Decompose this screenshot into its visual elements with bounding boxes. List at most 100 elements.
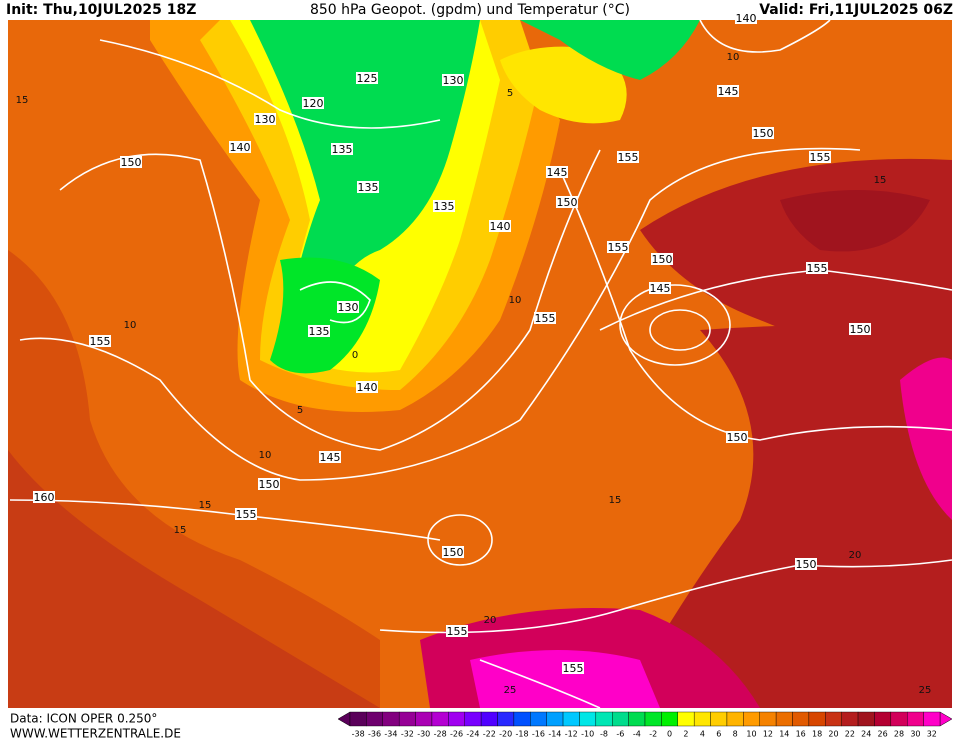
label-box <box>357 181 379 193</box>
geopotential-label: 150 <box>727 431 748 444</box>
isotherm-label: 20 <box>484 615 497 626</box>
map-title: 850 hPa Geopot. (gpdm) und Temperatur (°… <box>310 2 630 18</box>
label-box <box>809 151 831 163</box>
label-box <box>726 431 748 443</box>
label-box <box>302 97 324 109</box>
label-box <box>717 85 739 97</box>
colorbar-tick-label: -30 <box>417 730 430 739</box>
isotherm-label: 25 <box>919 685 932 696</box>
colorbar-swatch <box>792 711 810 727</box>
geopotential-label: 160 <box>34 491 55 504</box>
colorbar-tick-label: -12 <box>565 730 578 739</box>
colorbar-tick-label: -6 <box>616 730 624 739</box>
geopotential-label: 150 <box>796 558 817 571</box>
geopotential-label: 150 <box>121 156 142 169</box>
label-box <box>89 335 111 347</box>
colorbar-swatch <box>546 711 564 727</box>
colorbar-swatch <box>464 711 482 727</box>
colorbar-tick-label: 26 <box>878 730 888 739</box>
colorbar-swatch <box>841 711 859 727</box>
label-box <box>258 478 280 490</box>
label-box <box>562 662 584 674</box>
label-box <box>356 72 378 84</box>
geopotential-label: 135 <box>332 143 353 156</box>
label-box <box>546 166 568 178</box>
colorbar-swatch <box>726 711 744 727</box>
isotherm-label: 15 <box>174 525 187 536</box>
geopotential-label: 145 <box>718 85 739 98</box>
colorbar-tick-label: 12 <box>763 730 773 739</box>
colorbar-swatch <box>661 711 678 727</box>
geopotential-label: 140 <box>490 220 511 233</box>
colorbar-tick-label: -4 <box>633 730 641 739</box>
colorbar-swatch <box>415 711 433 727</box>
colorbar-arrow-high <box>939 711 953 727</box>
geopotential-label: 155 <box>807 262 828 275</box>
colorbar-tick-label: -26 <box>450 730 463 739</box>
geopotential-label: 150 <box>850 323 871 336</box>
colorbar-tick-label: -32 <box>401 730 414 739</box>
label-box <box>433 200 455 212</box>
geopotential-label: 150 <box>443 546 464 559</box>
colorbar-tick-label: 2 <box>683 730 688 739</box>
colorbar-swatch <box>775 711 793 727</box>
isotherm-label: 15 <box>609 495 622 506</box>
colorbar-swatch <box>579 711 597 727</box>
geopotential-label: 155 <box>810 151 831 164</box>
valid-time: Valid: Fri,11JUL2025 06Z <box>759 2 953 18</box>
map-field <box>8 19 953 709</box>
label-box <box>229 141 251 153</box>
isotherm-label: 10 <box>124 320 137 331</box>
colorbar-tick-label: 16 <box>796 730 806 739</box>
geopotential-label: 155 <box>535 312 556 325</box>
geopotential-label: 150 <box>557 196 578 209</box>
geopotential-label: 155 <box>90 335 111 348</box>
colorbar-tick-label: -8 <box>600 730 608 739</box>
geopotential-label: 155 <box>236 508 257 521</box>
colorbar-swatch <box>644 711 662 727</box>
isotherm-label: 15 <box>199 500 212 511</box>
colorbar-tick-label: 18 <box>812 730 822 739</box>
geopotential-label: 155 <box>447 625 468 638</box>
label-box <box>356 381 378 393</box>
label-box <box>556 196 578 208</box>
colorbar-swatch <box>743 711 760 727</box>
colorbar-swatch <box>398 711 416 727</box>
init-time: Init: Thu,10JUL2025 18Z <box>6 2 196 18</box>
geopotential-label: 145 <box>547 166 568 179</box>
colorbar-swatch <box>562 711 580 727</box>
label-box <box>752 127 774 139</box>
colorbar-tick-label: -28 <box>434 730 447 739</box>
label-box <box>442 74 464 86</box>
colorbar-swatch <box>759 711 777 727</box>
colorbar-tick-label: 30 <box>910 730 920 739</box>
label-box <box>120 156 142 168</box>
label-box <box>235 508 257 520</box>
colorbar-tick-label: 24 <box>861 730 871 739</box>
colorbar-tick-label: -18 <box>516 730 529 739</box>
isotherm-label: 5 <box>507 88 513 99</box>
label-box <box>806 262 828 274</box>
geopotential-label: 125 <box>357 72 378 85</box>
label-box <box>319 451 341 463</box>
colorbar-tick-label: -24 <box>466 730 479 739</box>
isotherm-label: 10 <box>727 52 740 63</box>
colorbar-swatch <box>874 711 892 727</box>
isotherm-label: 10 <box>259 450 272 461</box>
colorbar-tick-label: -14 <box>548 730 561 739</box>
colorbar-tick-label: 10 <box>746 730 756 739</box>
colorbar-swatch <box>825 711 842 727</box>
isotherm-label: 0 <box>352 350 358 361</box>
label-box <box>617 151 639 163</box>
colorbar-swatch <box>693 711 711 727</box>
colorbar-tick-label: -2 <box>649 730 657 739</box>
isotherm-label: 25 <box>504 685 517 696</box>
label-box <box>849 323 871 335</box>
geopotential-label: 120 <box>303 97 324 110</box>
geopotential-label: 130 <box>338 301 359 314</box>
label-box <box>607 241 629 253</box>
colorbar-tick-label: 32 <box>927 730 937 739</box>
label-box <box>651 253 673 265</box>
